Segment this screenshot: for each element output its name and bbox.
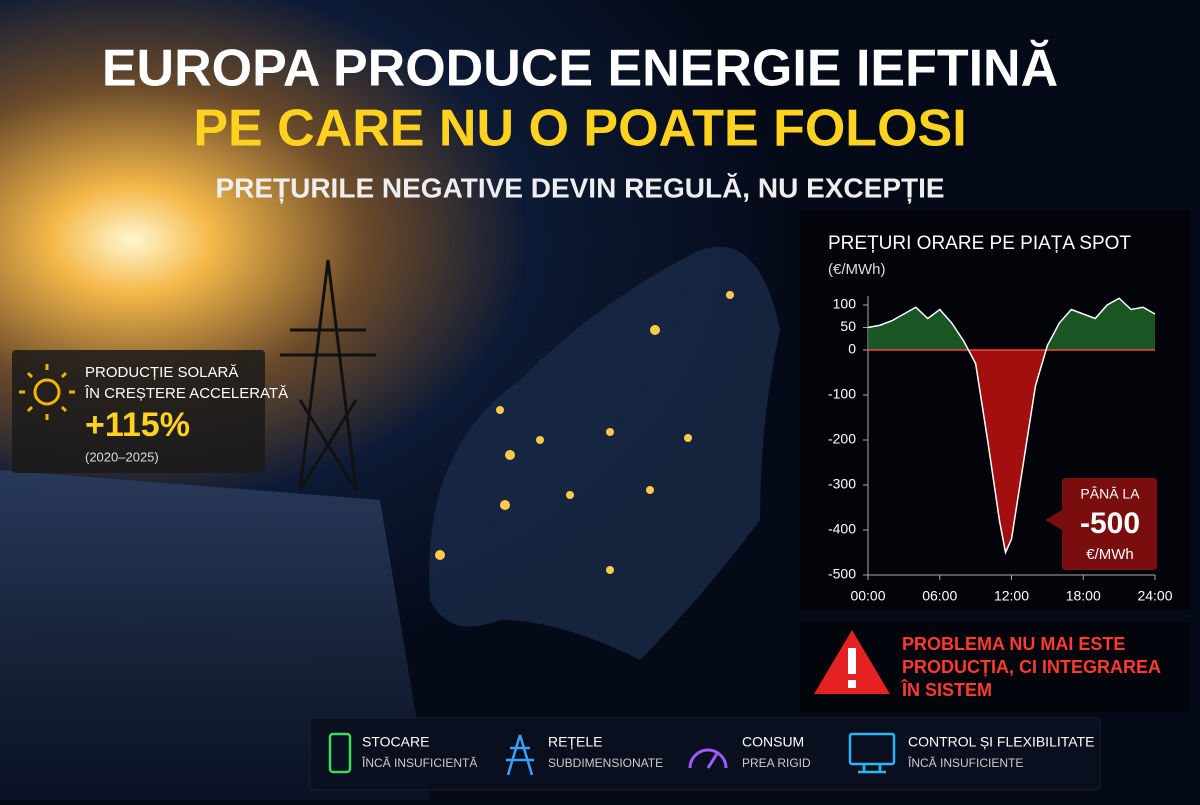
gauge-icon xyxy=(688,748,728,769)
footer-subtitle: ÎNCĂ INSUFICIENTĂ xyxy=(361,755,477,770)
footer-subtitle: SUBDIMENSIONATE xyxy=(548,756,663,770)
subtitle: PREȚURILE NEGATIVE DEVIN REGULĂ, NU EXCE… xyxy=(215,172,944,203)
x-tick-label: 12:00 xyxy=(994,588,1029,604)
footer-title: CONSUM xyxy=(742,734,804,750)
europe-map xyxy=(429,246,780,660)
callout-box xyxy=(1062,478,1157,570)
footer-title: CONTROL ȘI FLEXIBILITATE xyxy=(908,734,1094,750)
price-line xyxy=(867,297,1156,556)
area-negative xyxy=(868,350,1155,553)
footer-subtitle: PREA RIGID xyxy=(742,756,811,770)
monitor-icon xyxy=(858,764,886,774)
footer-subtitle: ÎNCĂ INSUFICIENTE xyxy=(907,755,1023,770)
stat-label: ÎN CREȘTERE ACCELERATĂ xyxy=(84,385,288,402)
x-tick-label: 06:00 xyxy=(922,588,957,604)
callout-value: -500 xyxy=(1080,507,1140,540)
chart-title: PREȚURI ORARE PE PIAȚA SPOT xyxy=(828,233,1131,254)
monitor-icon xyxy=(848,732,896,766)
x-tick-label: 00:00 xyxy=(850,588,885,604)
city-lights xyxy=(435,291,734,574)
warning-text: ÎN SISTEM xyxy=(901,679,992,700)
area-positive xyxy=(868,298,1155,350)
title-line2: PE CARE NU O POATE FOLOSI xyxy=(193,100,966,158)
y-tick-label: -100 xyxy=(828,386,856,402)
footer-title: STOCARE xyxy=(362,734,429,750)
stat-label: PRODUCȚIE SOLARĂ xyxy=(85,364,238,381)
y-tick-label: -200 xyxy=(828,431,856,447)
footer-bar xyxy=(309,717,1101,791)
warning-icon xyxy=(848,680,856,688)
stat-value: +115% xyxy=(85,406,190,444)
sun-icon xyxy=(19,364,75,420)
warning-icon xyxy=(848,648,856,674)
grid-icon xyxy=(506,734,534,776)
y-tick-label: -300 xyxy=(828,476,856,492)
chart-unit: (€/MWh) xyxy=(828,261,886,278)
x-tick-label: 18:00 xyxy=(1066,588,1101,604)
title-line1: EUROPA PRODUCE ENERGIE IEFTINĂ xyxy=(102,40,1058,98)
y-tick-label: -400 xyxy=(828,521,856,537)
stat-period: (2020–2025) xyxy=(85,449,159,464)
warning-text: PRODUCȚIA, CI INTEGRAREA xyxy=(902,657,1161,677)
callout-unit: €/MWh xyxy=(1086,546,1134,563)
footer-title: REȚELE xyxy=(548,734,602,750)
battery-icon xyxy=(328,732,352,774)
x-tick-label: 24:00 xyxy=(1137,588,1172,604)
callout-label: PÂNĂ LA xyxy=(1080,486,1140,502)
y-tick-label: 0 xyxy=(848,341,856,357)
y-tick-label: 100 xyxy=(833,296,857,312)
plot: 100 50 0 -100 -200 -300 -400 -500 00:00 06:00 12:0… xyxy=(828,296,1173,604)
y-tick-label: -500 xyxy=(828,566,856,582)
solar-stat-box xyxy=(12,350,265,473)
callout-pointer xyxy=(1045,510,1062,530)
warning-text: PROBLEMA NU MAI ESTE xyxy=(902,634,1125,654)
y-tick-label: 50 xyxy=(840,318,856,334)
pylon xyxy=(280,259,376,491)
